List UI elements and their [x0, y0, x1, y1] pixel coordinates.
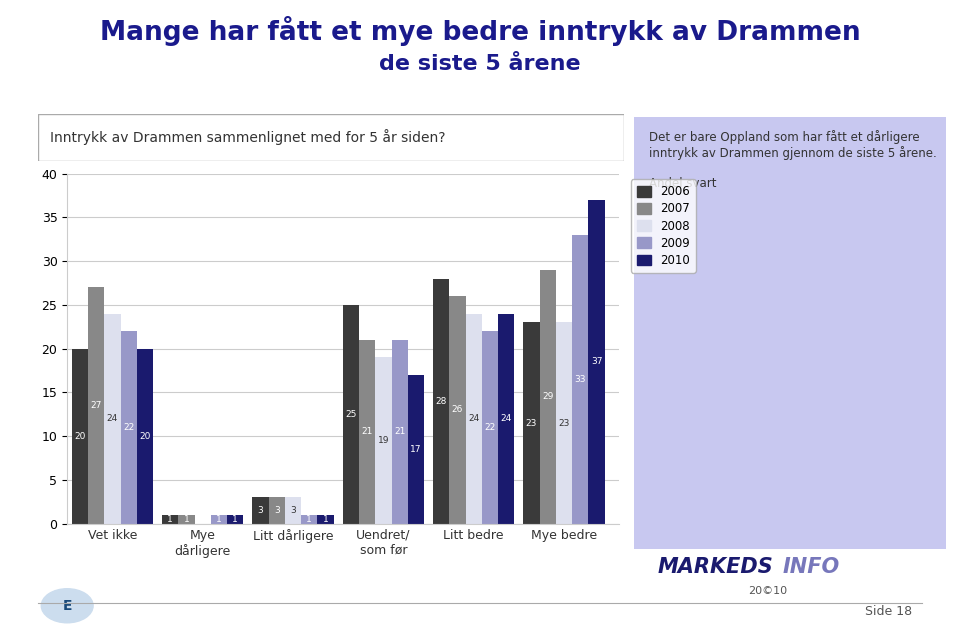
Text: 1: 1 — [183, 515, 189, 524]
Text: 3: 3 — [290, 506, 296, 515]
Text: 3: 3 — [274, 506, 279, 515]
Text: Inntrykk av Drammen sammenlignet med for 5 år siden?: Inntrykk av Drammen sammenlignet med for… — [50, 129, 445, 145]
Legend: 2006, 2007, 2008, 2009, 2010: 2006, 2007, 2008, 2009, 2010 — [631, 179, 696, 273]
Text: 22: 22 — [485, 423, 495, 432]
FancyBboxPatch shape — [634, 117, 946, 549]
Text: Mange har fått et mye bedre inntrykk av Drammen: Mange har fått et mye bedre inntrykk av … — [100, 16, 860, 46]
Text: 22: 22 — [123, 423, 134, 432]
Bar — [211, 515, 228, 524]
Bar — [72, 348, 88, 524]
Bar — [162, 515, 179, 524]
Text: de siste 5 årene: de siste 5 årene — [379, 54, 581, 74]
Bar — [343, 305, 359, 524]
Text: 33: 33 — [574, 375, 586, 384]
Bar — [359, 340, 375, 524]
Text: 24: 24 — [501, 414, 512, 423]
Text: 28: 28 — [436, 397, 446, 406]
Bar — [269, 497, 285, 524]
Bar — [449, 296, 466, 524]
Text: 27: 27 — [90, 401, 102, 410]
Bar — [252, 497, 269, 524]
Bar — [285, 497, 301, 524]
Text: 25: 25 — [345, 410, 356, 419]
Bar — [540, 270, 556, 524]
Text: 20: 20 — [139, 432, 151, 440]
Bar — [556, 322, 572, 524]
Bar — [392, 340, 408, 524]
Text: 19: 19 — [377, 436, 389, 445]
Text: 20: 20 — [74, 432, 85, 440]
Text: 1: 1 — [323, 515, 328, 524]
Text: E: E — [62, 599, 72, 613]
FancyBboxPatch shape — [38, 114, 624, 161]
Text: 24: 24 — [468, 414, 479, 423]
Bar — [228, 515, 244, 524]
Bar — [588, 200, 605, 524]
Text: Det er bare Oppland som har fått et dårligere
inntrykk av Drammen gjennom de sis: Det er bare Oppland som har fått et dårl… — [649, 130, 937, 190]
Bar — [498, 314, 515, 524]
Text: 23: 23 — [559, 418, 569, 428]
Text: 21: 21 — [394, 427, 405, 436]
Bar — [137, 348, 154, 524]
Circle shape — [41, 589, 93, 623]
Bar — [375, 357, 392, 524]
Text: 1: 1 — [306, 515, 312, 524]
Bar — [105, 314, 121, 524]
Bar — [88, 287, 105, 524]
Text: INFO: INFO — [782, 557, 840, 577]
Bar — [408, 375, 424, 524]
Text: 1: 1 — [216, 515, 222, 524]
Text: MARKEDS: MARKEDS — [658, 557, 774, 577]
Text: 1: 1 — [232, 515, 238, 524]
Text: 20©10: 20©10 — [749, 586, 787, 596]
Text: 1: 1 — [167, 515, 173, 524]
Text: 3: 3 — [257, 506, 263, 515]
Bar — [121, 331, 137, 524]
Bar — [572, 235, 588, 524]
Bar — [482, 331, 498, 524]
Text: 23: 23 — [526, 418, 537, 428]
Bar — [318, 515, 334, 524]
Text: 24: 24 — [107, 414, 118, 423]
Bar — [301, 515, 318, 524]
Bar — [433, 278, 449, 524]
Text: Side 18: Side 18 — [865, 605, 912, 618]
Bar — [466, 314, 482, 524]
Text: 26: 26 — [451, 405, 463, 415]
Bar — [179, 515, 195, 524]
Bar — [523, 322, 540, 524]
Text: 17: 17 — [410, 445, 421, 454]
Text: 21: 21 — [361, 427, 372, 436]
Text: 29: 29 — [542, 392, 553, 401]
Text: 37: 37 — [590, 357, 602, 366]
